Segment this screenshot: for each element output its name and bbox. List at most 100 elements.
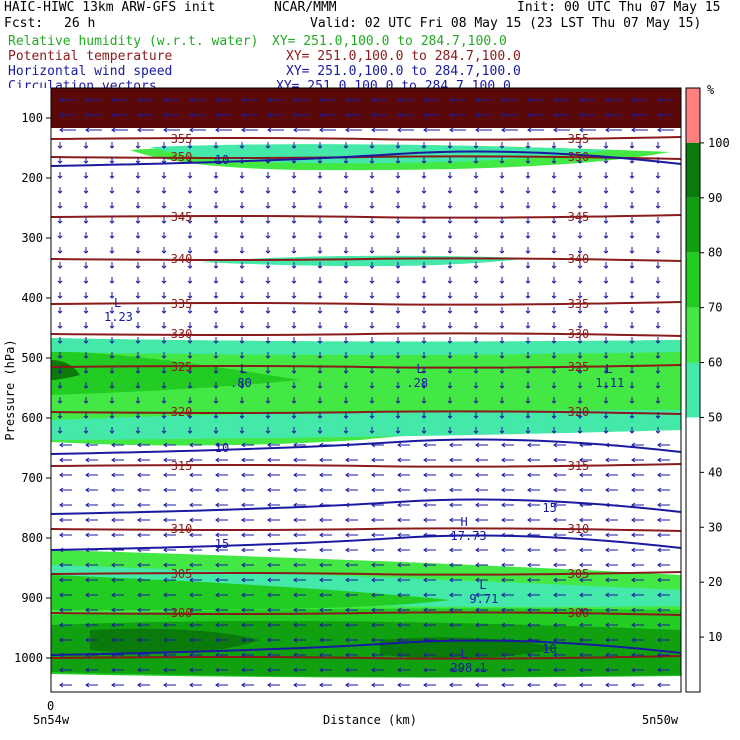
circulation-vector <box>161 202 167 209</box>
circulation-vector <box>161 382 167 389</box>
circulation-vector <box>57 187 63 194</box>
circulation-vector <box>371 97 388 103</box>
circulation-vector <box>163 532 176 538</box>
circulation-vector <box>499 277 505 284</box>
circulation-vector <box>267 127 284 133</box>
circulation-vector <box>579 127 596 133</box>
extremum-marker: L <box>114 296 121 310</box>
circulation-vector <box>265 382 271 389</box>
circulation-vector <box>265 397 271 404</box>
circulation-vector <box>265 337 271 344</box>
circulation-vector <box>369 157 375 164</box>
circulation-vector <box>215 562 228 568</box>
circulation-vector <box>135 427 141 434</box>
circulation-vector <box>657 562 670 568</box>
circulation-vector <box>423 112 440 118</box>
circulation-vector <box>579 562 592 568</box>
circulation-vector <box>553 442 566 448</box>
wind-contour <box>51 438 681 455</box>
circulation-vector <box>551 142 557 149</box>
circulation-vector <box>163 127 180 133</box>
circulation-vector <box>657 532 670 538</box>
circulation-vector <box>449 97 466 103</box>
rh-fill-region <box>51 360 80 380</box>
circulation-vector <box>111 682 124 688</box>
circulation-vector <box>317 307 323 314</box>
circulation-vector <box>397 97 414 103</box>
circulation-vector <box>473 142 479 149</box>
extremum-marker: L <box>240 362 247 376</box>
circulation-vector <box>319 562 332 568</box>
circulation-vector <box>111 562 124 568</box>
circulation-vector <box>111 472 124 478</box>
circulation-vector <box>83 232 89 239</box>
circulation-vector <box>603 277 609 284</box>
circulation-vector <box>527 592 540 598</box>
circulation-vector <box>449 112 466 118</box>
circulation-vector <box>397 112 414 118</box>
rh-fill-region <box>51 575 450 611</box>
circulation-vector <box>161 337 167 344</box>
circulation-vector <box>475 442 488 448</box>
circulation-vector <box>345 517 358 523</box>
circulation-vector <box>239 172 245 179</box>
extremum-value: 1.23 <box>104 310 133 324</box>
circulation-vector <box>135 187 141 194</box>
circulation-vector <box>57 277 63 284</box>
circulation-vector <box>293 577 306 583</box>
circulation-vector <box>369 292 375 299</box>
circulation-vector <box>449 517 462 523</box>
circulation-vector <box>267 487 280 493</box>
circulation-vector <box>189 682 202 688</box>
circulation-vector <box>241 517 254 523</box>
circulation-vector <box>343 262 349 269</box>
circulation-vector <box>291 277 297 284</box>
circulation-vector <box>241 607 254 613</box>
circulation-vector <box>239 232 245 239</box>
circulation-vector <box>317 247 323 254</box>
circulation-vector <box>59 637 72 643</box>
circulation-vector <box>319 517 332 523</box>
circulation-vector <box>605 607 618 613</box>
circulation-vector <box>111 637 124 643</box>
circulation-vector <box>317 292 323 299</box>
theta-contour-label: 330 <box>171 327 193 341</box>
circulation-vector <box>215 682 228 688</box>
circulation-vector <box>397 562 410 568</box>
circulation-vector <box>447 382 453 389</box>
extremum-marker: L <box>416 362 423 376</box>
circulation-vector <box>605 97 622 103</box>
circulation-vector <box>397 517 410 523</box>
circulation-vector <box>525 367 531 374</box>
circulation-vector <box>449 487 462 493</box>
circulation-vector <box>449 607 462 613</box>
circulation-vector <box>629 202 635 209</box>
extremum-marker: H <box>461 515 468 529</box>
circulation-vector <box>525 217 531 224</box>
circulation-vector <box>135 352 141 359</box>
circulation-vector <box>577 187 583 194</box>
circulation-vector <box>109 382 115 389</box>
circulation-vector <box>605 562 618 568</box>
circulation-vector <box>603 322 609 329</box>
circulation-vector <box>369 337 375 344</box>
circulation-vector <box>631 622 644 628</box>
circulation-vector <box>395 262 401 269</box>
circulation-vector <box>527 502 540 508</box>
circulation-vector <box>213 217 219 224</box>
circulation-vector <box>473 337 479 344</box>
circulation-vector <box>395 232 401 239</box>
circulation-vector <box>371 472 384 478</box>
circulation-vector <box>577 337 583 344</box>
circulation-vector <box>525 292 531 299</box>
theta-contour <box>51 214 681 219</box>
circulation-vector <box>109 397 115 404</box>
circulation-vector <box>215 487 228 493</box>
circulation-vector <box>239 217 245 224</box>
circulation-vector <box>215 547 228 553</box>
circulation-vector <box>631 637 644 643</box>
circulation-vector <box>265 172 271 179</box>
circulation-vector <box>265 277 271 284</box>
circulation-vector <box>265 262 271 269</box>
circulation-vector <box>629 187 635 194</box>
